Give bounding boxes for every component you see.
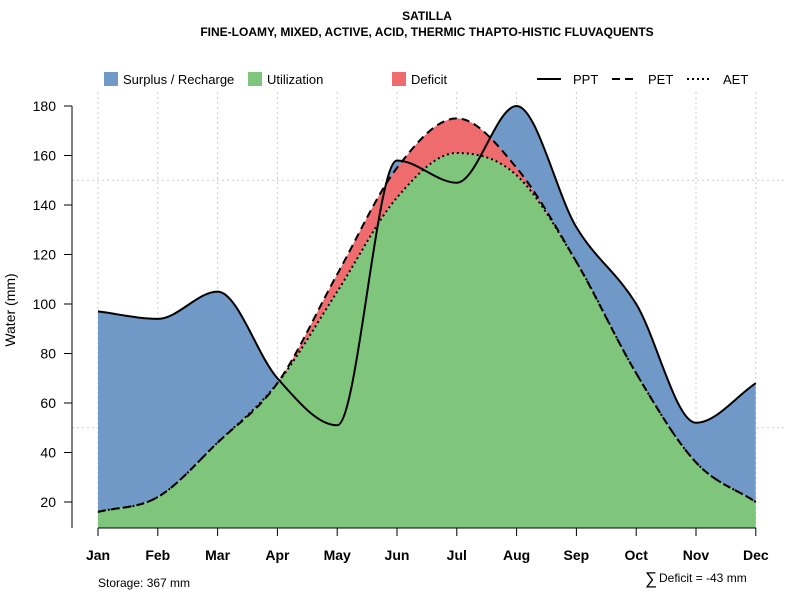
legend-label: PET <box>648 72 673 87</box>
aet-line <box>97 152 757 513</box>
x-tick-label: Dec <box>743 547 769 563</box>
y-tick-label: 40 <box>40 445 56 461</box>
x-tick-label: Apr <box>265 547 290 563</box>
x-tick-label: Aug <box>503 547 530 563</box>
legend-swatch <box>392 72 406 86</box>
legend-label: PPT <box>573 72 598 87</box>
legend-label: Utilization <box>267 72 323 87</box>
chart-title: SATILLA <box>402 9 452 23</box>
legend-item-pet: PET <box>612 72 673 87</box>
chart-subtitle: FINE-LOAMY, MIXED, ACTIVE, ACID, THERMIC… <box>200 25 653 39</box>
x-tick-label: Jul <box>447 547 467 563</box>
legend-item-utilization: Utilization <box>248 72 323 87</box>
ppt-line <box>97 104 757 427</box>
y-tick-label: 80 <box>40 346 56 362</box>
legend-item-ppt: PPT <box>537 72 598 87</box>
x-tick-label: Sep <box>564 547 590 563</box>
x-tick-label: Oct <box>625 547 649 563</box>
y-tick-label: 140 <box>33 197 57 213</box>
pet-line <box>97 117 757 513</box>
area-layer <box>98 106 756 528</box>
x-tick-label: Jun <box>385 547 410 563</box>
legend-swatch <box>248 72 262 86</box>
y-tick-label: 160 <box>33 148 57 164</box>
legend-item-surplus: Surplus / Recharge <box>104 72 234 87</box>
legend-swatch <box>104 72 118 86</box>
x-tick-label: Feb <box>145 547 170 563</box>
y-tick-label: 100 <box>33 296 57 312</box>
y-axis-label: Water (mm) <box>2 273 18 346</box>
y-tick-label: 20 <box>40 494 56 510</box>
legend-label: Deficit <box>411 72 448 87</box>
legend-label: Surplus / Recharge <box>123 72 234 87</box>
legend-item-aet: AET <box>687 72 748 87</box>
line-layer <box>97 104 757 513</box>
x-tick-label: Jan <box>86 547 110 563</box>
storage-annotation: Storage: 367 mm <box>98 576 190 590</box>
x-tick-label: May <box>324 547 351 563</box>
axes: 20 40 60 80 100 120 140 160 180 Jan Feb Mar Apr May Ju… <box>33 98 769 563</box>
y-tick-label: 120 <box>33 247 57 263</box>
deficit-annotation: Deficit = -43 mm <box>659 571 747 585</box>
deficit-sum-symbol: ∑ <box>645 569 657 588</box>
utilization-area <box>98 153 756 528</box>
y-tick-label: 180 <box>33 98 57 114</box>
legend-label: AET <box>723 72 748 87</box>
legend-item-deficit: Deficit <box>392 72 448 87</box>
legend: Surplus / Recharge Utilization Deficit PPT P… <box>104 72 748 87</box>
x-tick-label: Mar <box>205 547 230 563</box>
x-tick-label: Nov <box>683 547 710 563</box>
y-tick-label: 60 <box>40 395 56 411</box>
